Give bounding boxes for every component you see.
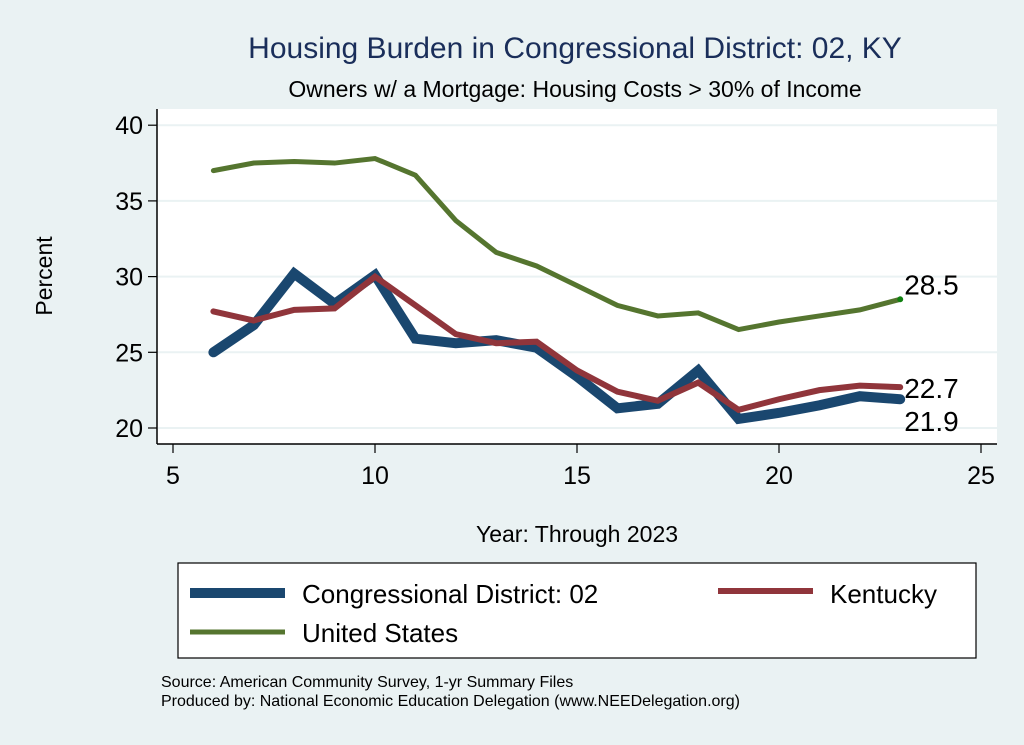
chart-subtitle: Owners w/ a Mortgage: Housing Costs > 30… [288, 76, 861, 102]
legend-box [177, 562, 977, 659]
series-line-us [210, 155, 903, 333]
produced-by-note: Produced by: National Economic Education… [161, 693, 740, 710]
x-axis-title: Year: Through 2023 [476, 521, 678, 547]
series-line-cd [208, 266, 906, 425]
legend-label-us: United States [302, 618, 458, 648]
y-axis-ticks: 20 25 30 35 40 [115, 112, 157, 443]
end-label-us: 28.5 [904, 269, 959, 300]
x-tick-label: 10 [361, 462, 389, 490]
legend-label-kentucky: Kentucky [830, 579, 937, 609]
x-tick-label: 20 [765, 462, 793, 490]
x-tick-label: 15 [563, 462, 591, 490]
x-tick-label: 25 [967, 462, 995, 490]
x-tick-label: 5 [166, 462, 180, 490]
end-label-kentucky: 22.7 [904, 373, 959, 404]
y-tick-label: 35 [115, 188, 143, 216]
legend-item-us: United States [190, 618, 458, 648]
end-labels: 21.922.7 28.5 [897, 269, 959, 437]
y-tick-label: 20 [115, 415, 143, 443]
legend-item-kentucky: Kentucky [718, 579, 937, 609]
chart-title: Housing Burden in Congressional District… [248, 32, 902, 65]
series-lines [208, 155, 906, 425]
x-axis-ticks: 5 10 15 20 25 [166, 444, 995, 490]
y-tick-label: 40 [115, 112, 143, 140]
source-note: Source: American Community Survey, 1-yr … [161, 674, 573, 691]
y-tick-label: 30 [115, 264, 143, 292]
y-tick-label: 25 [115, 339, 143, 367]
y-axis-title: Percent [31, 236, 57, 316]
legend-label-cd: Congressional District: 02 [302, 579, 598, 609]
end-label-cd: 21.9 [904, 406, 959, 437]
legend-item-cd: Congressional District: 02 [190, 579, 598, 609]
end-marker-us [897, 296, 904, 303]
series-line-kentucky [210, 272, 904, 414]
